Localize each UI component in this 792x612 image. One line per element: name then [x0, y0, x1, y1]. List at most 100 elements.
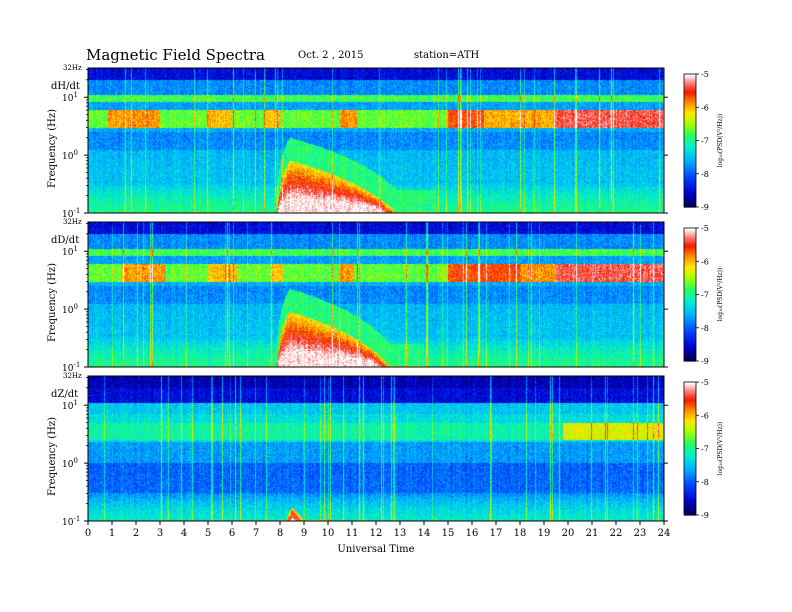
colorbar-swatch — [684, 232, 696, 236]
x-tick-label: 21 — [586, 528, 599, 539]
colorbar-swatch — [684, 193, 696, 197]
colorbar-swatch — [684, 127, 696, 131]
x-tick-label: 10 — [322, 528, 335, 539]
chart-title: Magnetic Field Spectra — [86, 46, 265, 64]
colorbar-swatch — [684, 267, 696, 271]
component-label: dD/dt — [51, 235, 79, 246]
colorbar-swatch — [684, 413, 696, 416]
colorbar-swatch — [684, 345, 696, 349]
x-tick-label: 19 — [538, 528, 551, 539]
colorbar-swatch — [684, 399, 696, 403]
colorbar-swatch — [684, 430, 696, 434]
colorbar-swatch — [684, 102, 696, 106]
colorbar-swatch — [684, 314, 696, 318]
colorbar-swatch — [684, 228, 696, 231]
colorbar-tick-label: -5 — [701, 70, 709, 79]
colorbar-swatch — [684, 397, 696, 401]
colorbar-swatch — [684, 202, 696, 206]
colorbar-swatch — [684, 136, 696, 139]
colorbar-swatch — [684, 191, 696, 195]
x-axis-label: Universal Time — [337, 544, 414, 555]
colorbar-swatch — [684, 198, 696, 201]
colorbar-swatch — [684, 111, 696, 115]
colorbar-swatch — [684, 265, 696, 269]
colorbar-swatch — [684, 408, 696, 412]
colorbar-swatch — [684, 131, 696, 135]
colorbar-swatch — [684, 167, 696, 170]
x-tick-label: 4 — [181, 528, 187, 539]
x-tick-label: 0 — [85, 528, 91, 539]
station-label: station=ATH — [414, 50, 480, 61]
colorbar-swatch — [684, 358, 696, 362]
colorbar-swatch — [684, 323, 696, 327]
colorbar-swatch — [684, 435, 696, 439]
colorbar-swatch — [684, 477, 696, 481]
colorbar-swatch — [684, 305, 696, 309]
colorbar-tick-label: -6 — [701, 411, 709, 420]
colorbar-swatch — [684, 486, 696, 489]
colorbar-swatch — [684, 105, 696, 108]
colorbar-swatch — [684, 325, 696, 329]
colorbar-swatch — [684, 243, 696, 247]
x-tick-label: 13 — [394, 528, 407, 539]
colorbar-swatch — [684, 470, 696, 474]
colorbar-swatch — [684, 93, 696, 97]
colorbar-swatch — [684, 437, 696, 441]
colorbar-swatch — [684, 321, 696, 324]
x-tick-label: 7 — [253, 528, 259, 539]
colorbar-swatch — [684, 278, 696, 282]
colorbar-swatch — [684, 292, 696, 296]
colorbar-swatch — [684, 332, 696, 335]
colorbar-swatch — [684, 162, 696, 166]
x-tick-label: 14 — [418, 528, 431, 539]
y-tick-label: 101 — [62, 399, 78, 412]
colorbar-tick-label: -7 — [701, 291, 709, 300]
spectrogram-image — [88, 68, 664, 213]
colorbar-swatch — [684, 91, 696, 95]
colorbar-swatch — [684, 234, 696, 238]
y-axis-label: Frequency (Hz) — [47, 417, 58, 496]
colorbar-swatch — [684, 247, 696, 251]
colorbar-swatch — [684, 499, 696, 503]
colorbar-swatch — [684, 184, 696, 188]
colorbar-swatch — [684, 298, 696, 302]
colorbar-swatch — [684, 488, 696, 492]
colorbar-swatch — [684, 169, 696, 173]
colorbar-tick-label: -5 — [701, 224, 709, 233]
colorbar-swatch — [684, 164, 696, 168]
colorbar-swatch — [684, 281, 696, 285]
colorbar-swatch — [684, 310, 696, 313]
colorbar-swatch — [684, 307, 696, 311]
colorbar-swatch — [684, 432, 696, 436]
colorbar-swatch — [684, 406, 696, 410]
colorbar-swatch — [684, 100, 696, 104]
colorbar-swatch — [684, 347, 696, 351]
colorbar-swatch — [684, 312, 696, 316]
colorbar-swatch — [684, 327, 696, 331]
colorbar-swatch — [684, 276, 696, 280]
colorbar: -5 -6 -7 -8 -9 log₁₀(PSD(V²/Hz)) — [683, 224, 724, 366]
colorbar-swatch — [684, 448, 696, 452]
colorbar-swatch — [684, 384, 696, 388]
colorbar-swatch — [684, 274, 696, 278]
x-tick-label: 12 — [370, 528, 383, 539]
x-axis: 0 1 2 3 4 5 6 7 8 9 10 11 12 13 14 15 16 17 18 19 20 21 22 23 24… — [85, 68, 670, 555]
y-tick-label: 100 — [62, 149, 78, 162]
colorbar-swatch — [684, 481, 696, 485]
colorbar-swatch — [684, 263, 696, 267]
colorbar: -5 -6 -7 -8 -9 log₁₀(PSD(V²/Hz)) — [683, 70, 724, 212]
colorbar-swatch — [684, 475, 696, 478]
chart-date: Oct. 2 , 2015 — [298, 50, 364, 61]
colorbar-swatch — [684, 386, 696, 390]
colorbar-swatch — [684, 336, 696, 340]
y-tick-label: 101 — [62, 245, 78, 258]
x-tick-label: 15 — [442, 528, 455, 539]
colorbar-label: log₁₀(PSD(V²/Hz)) — [717, 422, 724, 476]
colorbar-swatch — [684, 483, 696, 487]
y-tick-label: 10-1 — [62, 207, 80, 220]
x-tick-label: 5 — [205, 528, 211, 539]
colorbar-swatch — [684, 296, 696, 300]
